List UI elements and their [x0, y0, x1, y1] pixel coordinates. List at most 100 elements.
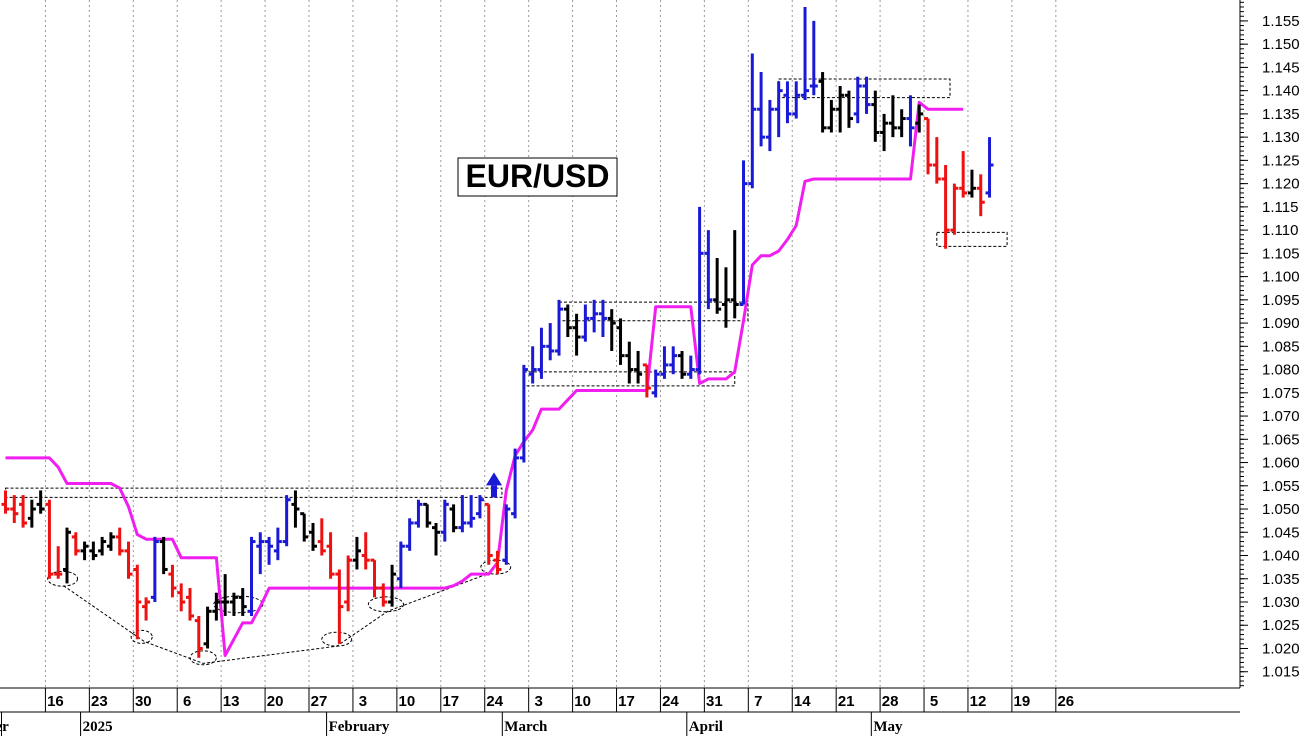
breakout-arrow-icon — [486, 472, 503, 498]
ohlc-bar-83 — [730, 230, 739, 319]
ohlc-bar-40 — [352, 536, 361, 570]
trend-line-0 — [63, 571, 494, 664]
ohlc-bar-1 — [10, 495, 19, 523]
ohlc-bar-27 — [238, 588, 247, 616]
stop-line — [5, 100, 964, 657]
ohlc-bar-93 — [818, 72, 827, 133]
x-tick-label-9: 17 — [442, 693, 459, 710]
ohlc-bar-66 — [581, 304, 590, 342]
ohlc-bar-72 — [634, 350, 643, 384]
ohlc-bar-96 — [844, 90, 853, 128]
pattern-ellipse-0 — [47, 570, 79, 587]
ohlc-bar-58 — [511, 448, 520, 519]
y-tick-label-2: 1.025 — [1262, 617, 1300, 634]
month-label-2: February — [329, 719, 390, 735]
x-tick-label-14: 24 — [662, 693, 679, 710]
y-tick-label-22: 1.125 — [1262, 152, 1300, 169]
ohlc-bar-52 — [458, 495, 467, 533]
ohlc-bar-91 — [801, 6, 810, 100]
ohlc-bar-5 — [45, 499, 54, 579]
y-tick-label-28: 1.155 — [1262, 13, 1300, 30]
x-tick-label-21: 12 — [970, 693, 987, 710]
pattern-ellipse-5 — [367, 596, 405, 613]
ohlc-bar-19 — [168, 564, 177, 598]
month-label-0: er — [0, 719, 9, 735]
ohlc-bar-16 — [142, 597, 151, 621]
pattern-ellipse-4 — [321, 631, 353, 647]
ohlc-bar-51 — [449, 504, 458, 533]
ohlc-bar-26 — [229, 592, 238, 616]
y-tick-label-3: 1.030 — [1262, 594, 1300, 611]
ohlc-bar-3 — [27, 499, 36, 528]
ohlc-bar-38 — [335, 569, 344, 644]
x-tick-label-1: 23 — [91, 693, 108, 710]
y-tick-label-12: 1.075 — [1262, 385, 1300, 402]
ohlc-bar-71 — [625, 341, 634, 384]
ohlc-bar-46 — [405, 518, 414, 551]
ohlc-bar-105 — [924, 117, 933, 175]
ohlc-bar-99 — [871, 90, 880, 142]
y-tick-label-0: 1.015 — [1262, 664, 1300, 681]
pattern-box-0 — [5, 487, 503, 498]
ohlc-bar-69 — [607, 309, 616, 351]
ohlc-bar-49 — [432, 522, 441, 556]
y-tick-label-24: 1.135 — [1262, 106, 1300, 123]
x-tick-label-23: 26 — [1057, 693, 1074, 710]
ohlc-bar-101 — [888, 95, 897, 138]
ohlc-bar-28 — [247, 536, 256, 616]
month-label-3: March — [504, 719, 548, 735]
ohlc-bar-34 — [300, 512, 309, 542]
arrow-shaft — [491, 485, 498, 498]
pattern-ellipses — [47, 559, 512, 666]
ohlc-bar-7 — [63, 527, 72, 584]
x-tick-label-13: 17 — [618, 693, 635, 710]
ohlc-bar-30 — [265, 536, 274, 565]
ohlc-bar-85 — [748, 53, 757, 189]
month-label-1: 2025 — [83, 719, 113, 735]
ohlc-bar-59 — [519, 364, 528, 463]
ohlc-bar-62 — [546, 323, 555, 361]
pattern-box-4 — [936, 231, 1008, 247]
ohlc-bar-25 — [221, 574, 230, 616]
ohlc-bar-60 — [528, 346, 537, 384]
pattern-ellipse-6 — [480, 559, 512, 575]
x-tick-label-11: 3 — [534, 693, 542, 710]
ohlc-bar-63 — [555, 299, 564, 356]
x-tick-label-6: 27 — [311, 693, 328, 710]
ohlc-bar-98 — [862, 76, 871, 114]
y-tick-label-7: 1.050 — [1262, 501, 1300, 518]
pattern-boxes — [5, 78, 1008, 498]
x-tick-label-3: 6 — [183, 693, 191, 710]
ohlc-bar-76 — [669, 346, 678, 375]
price-bars — [1, 6, 994, 658]
ohlc-bar-90 — [792, 81, 801, 119]
ohlc-bar-12 — [106, 532, 115, 551]
y-tick-label-6: 1.045 — [1262, 524, 1300, 541]
chart-title: EUR/USD — [457, 157, 618, 197]
y-tick-label-18: 1.105 — [1262, 245, 1300, 262]
ohlc-bar-21 — [186, 588, 195, 621]
y-tick-label-17: 1.100 — [1262, 269, 1300, 286]
ohlc-bar-48 — [423, 502, 432, 528]
ohlc-bar-31 — [273, 527, 282, 561]
ohlc-bar-73 — [642, 363, 651, 398]
y-tick-label-8: 1.055 — [1262, 478, 1300, 495]
y-tick-label-11: 1.070 — [1262, 408, 1300, 425]
ohlc-bar-11 — [98, 536, 107, 556]
ohlc-bar-33 — [291, 490, 300, 528]
ohlc-bar-84 — [739, 160, 748, 306]
ohlc-bar-22 — [194, 615, 203, 658]
ohlc-bar-97 — [853, 76, 862, 124]
ohlc-bar-18 — [159, 536, 168, 575]
x-tick-label-5: 20 — [267, 693, 284, 710]
ohlc-bar-56 — [493, 550, 502, 575]
y-tick-label-5: 1.040 — [1262, 548, 1300, 565]
ohlc-bar-78 — [686, 355, 695, 379]
ohlc-bar-94 — [827, 99, 836, 133]
ohlc-bar-44 — [388, 564, 397, 607]
x-tick-label-20: 5 — [930, 693, 938, 710]
ohlc-bar-6 — [54, 546, 63, 579]
x-tick-label-15: 31 — [706, 693, 723, 710]
